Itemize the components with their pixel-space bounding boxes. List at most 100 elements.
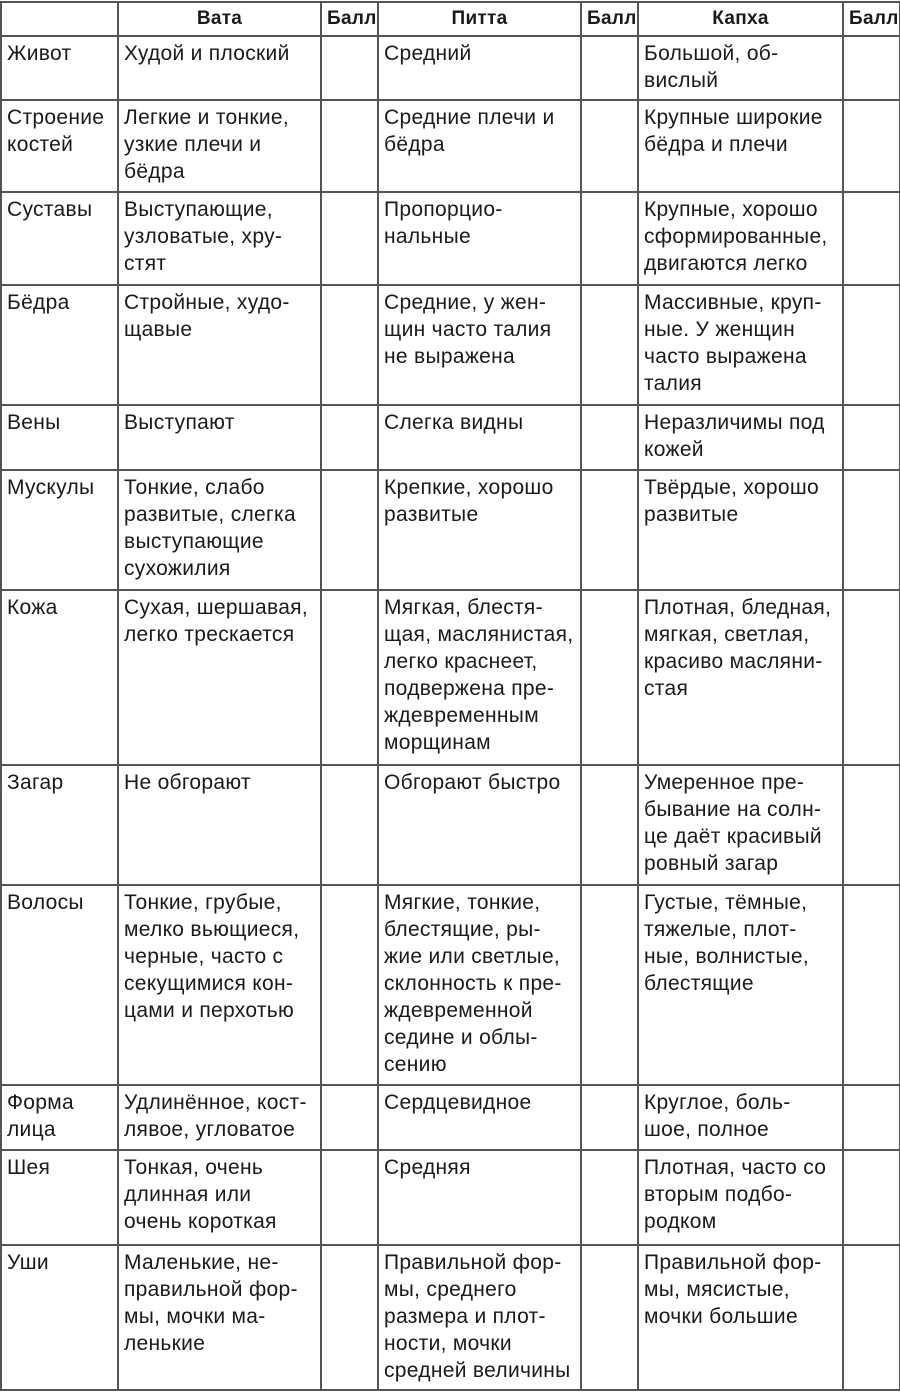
pitta-score-cell[interactable] (580, 35, 639, 101)
vata-score-cell[interactable] (320, 884, 379, 1086)
pitta-score-cell[interactable] (580, 404, 639, 471)
vata-score-cell[interactable] (320, 1149, 379, 1246)
kapha-score-cell[interactable] (842, 284, 900, 406)
pitta-score-cell[interactable] (580, 191, 639, 286)
pitta-score-cell[interactable] (580, 764, 639, 886)
pitta-score-cell[interactable] (580, 284, 639, 406)
pitta-cell: Слегка видны (377, 404, 582, 471)
table-row: Вены Выступают Слегка видны Неразличимы под… (0, 404, 900, 471)
feature-cell: Бёдра (0, 284, 119, 406)
pitta-score-cell[interactable] (580, 469, 639, 591)
table-row: Бёдра Стройные, худо- щавые Средние, у жен… (0, 284, 900, 406)
header-pitta-score: Балл (580, 1, 639, 37)
vata-cell: Легкие и тонкие, узкие плечи и бёдра (117, 99, 322, 193)
pitta-score-cell[interactable] (580, 1244, 639, 1391)
vata-cell: Выступающие, узловатые, хру- стят (117, 191, 322, 286)
pitta-score-cell[interactable] (580, 884, 639, 1086)
header-vata: Вата (117, 1, 322, 37)
pitta-score-cell[interactable] (580, 589, 639, 766)
vata-cell: Худой и плоский (117, 35, 322, 101)
pitta-score-cell[interactable] (580, 1084, 639, 1151)
feature-cell: Шея (0, 1149, 119, 1246)
vata-score-cell[interactable] (320, 1244, 379, 1391)
pitta-cell: Пропорцио- нальные (377, 191, 582, 286)
feature-cell: Вены (0, 404, 119, 471)
header-feature (0, 1, 119, 37)
feature-cell: Форма лица (0, 1084, 119, 1151)
pitta-cell: Средняя (377, 1149, 582, 1246)
vata-score-cell[interactable] (320, 284, 379, 406)
vata-cell: Выступают (117, 404, 322, 471)
vata-score-cell[interactable] (320, 1084, 379, 1151)
header-kapha: Капха (637, 1, 844, 37)
pitta-cell: Мягкие, тонкие, блестящие, ры- жие или с… (377, 884, 582, 1086)
kapha-score-cell[interactable] (842, 1149, 900, 1246)
vata-cell: Тонкие, слабо развитые, слегка выступающ… (117, 469, 322, 591)
feature-cell: Волосы (0, 884, 119, 1086)
feature-cell: Кожа (0, 589, 119, 766)
table-row: Мускулы Тонкие, слабо развитые, слегка вы… (0, 469, 900, 591)
kapha-score-cell[interactable] (842, 764, 900, 886)
kapha-score-cell[interactable] (842, 1244, 900, 1391)
kapha-cell: Умеренное пре- бывание на солн- це даёт … (637, 764, 844, 886)
feature-cell: Мускулы (0, 469, 119, 591)
kapha-cell: Большой, об- вислый (637, 35, 844, 101)
feature-cell: Суставы (0, 191, 119, 286)
vata-score-cell[interactable] (320, 35, 379, 101)
kapha-cell: Круглое, боль- шое, полное (637, 1084, 844, 1151)
pitta-cell: Крепкие, хорошо развитые (377, 469, 582, 591)
vata-cell: Удлинённое, кост- лявое, угловатое (117, 1084, 322, 1151)
pitta-cell: Обгорают быстро (377, 764, 582, 886)
table-row: Кожа Сухая, шершавая, легко трескается Мяг… (0, 589, 900, 766)
vata-score-cell[interactable] (320, 191, 379, 286)
kapha-cell: Плотная, бледная, мягкая, светлая, краси… (637, 589, 844, 766)
pitta-cell: Правильной фор- мы, среднего размера и п… (377, 1244, 582, 1391)
table-row: Уши Маленькие, не- правильной фор- мы, мо… (0, 1244, 900, 1391)
vata-score-cell[interactable] (320, 99, 379, 193)
kapha-cell: Крупные, хорошо сформированные, двигаютс… (637, 191, 844, 286)
vata-cell: Маленькие, не- правильной фор- мы, мочки… (117, 1244, 322, 1391)
kapha-cell: Густые, тёмные, тяжелые, плот- ные, волн… (637, 884, 844, 1086)
vata-score-cell[interactable] (320, 469, 379, 591)
table-row: Волосы Тонкие, грубые, мелко вьющиеся, че… (0, 884, 900, 1086)
vata-cell: Тонкие, грубые, мелко вьющиеся, черные, … (117, 884, 322, 1086)
pitta-cell: Средние плечи и бёдра (377, 99, 582, 193)
pitta-cell: Средние, у жен- щин часто талия не выраж… (377, 284, 582, 406)
table-row: Загар Не обгорают Обгорают быстро Умеренное… (0, 764, 900, 886)
pitta-cell: Сердцевидное (377, 1084, 582, 1151)
pitta-score-cell[interactable] (580, 99, 639, 193)
vata-score-cell[interactable] (320, 764, 379, 886)
table-row: Суставы Выступающие, узловатые, хру- стят… (0, 191, 900, 286)
header-pitta: Питта (377, 1, 582, 37)
pitta-cell: Мягкая, блестя- щая, маслянистая, легко … (377, 589, 582, 766)
vata-cell: Тонкая, очень длинная или очень короткая (117, 1149, 322, 1246)
kapha-score-cell[interactable] (842, 1084, 900, 1151)
kapha-score-cell[interactable] (842, 191, 900, 286)
kapha-score-cell[interactable] (842, 35, 900, 101)
feature-cell: Уши (0, 1244, 119, 1391)
table-row: Строение костей Легкие и тонкие, узкие пл… (0, 99, 900, 193)
kapha-score-cell[interactable] (842, 884, 900, 1086)
kapha-score-cell[interactable] (842, 99, 900, 193)
kapha-cell: Правильной фор- мы, мясистые, мочки боль… (637, 1244, 844, 1391)
pitta-score-cell[interactable] (580, 1149, 639, 1246)
vata-score-cell[interactable] (320, 589, 379, 766)
kapha-cell: Твёрдые, хорошо развитые (637, 469, 844, 591)
kapha-score-cell[interactable] (842, 589, 900, 766)
feature-cell: Живот (0, 35, 119, 101)
vata-cell: Стройные, худо- щавые (117, 284, 322, 406)
vata-cell: Сухая, шершавая, легко трескается (117, 589, 322, 766)
kapha-cell: Массивные, круп- ные. У женщин часто выр… (637, 284, 844, 406)
kapha-score-cell[interactable] (842, 469, 900, 591)
kapha-cell: Крупные широкие бёдра и плечи (637, 99, 844, 193)
kapha-cell: Неразличимы под кожей (637, 404, 844, 471)
feature-cell: Строение костей (0, 99, 119, 193)
pitta-cell: Средний (377, 35, 582, 101)
vata-cell: Не обгорают (117, 764, 322, 886)
kapha-score-cell[interactable] (842, 404, 900, 471)
vata-score-cell[interactable] (320, 404, 379, 471)
header-row: Вата Балл Питта Балл Капха Балл (0, 1, 900, 37)
kapha-cell: Плотная, часто со вторым подбо- родком (637, 1149, 844, 1246)
header-kapha-score: Балл (842, 1, 900, 37)
